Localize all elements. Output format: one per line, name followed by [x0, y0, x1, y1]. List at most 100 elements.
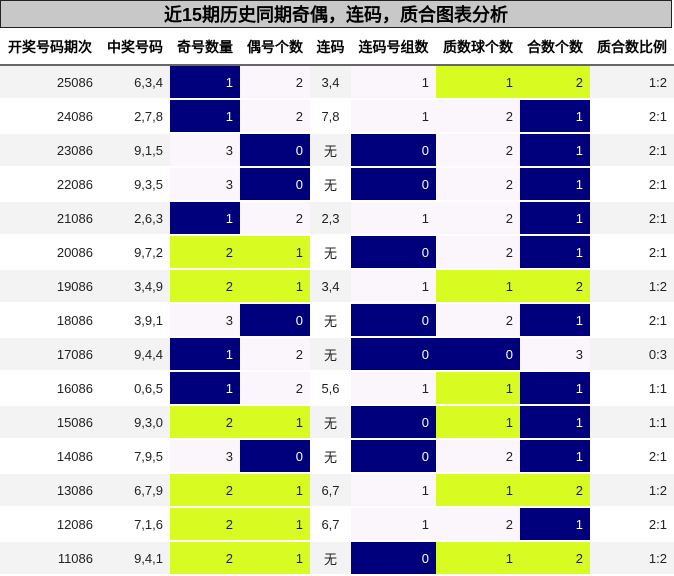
cell-even-count: 2	[240, 65, 310, 99]
cell-odd-count: 3	[170, 439, 240, 473]
cell-composite-count: 1	[520, 235, 590, 269]
cell-composite-count: 1	[520, 201, 590, 235]
table-row: 110869,4,121无0121:2	[0, 541, 674, 575]
cell-prime-count: 1	[436, 269, 520, 303]
cell-numbers: 0,6,5	[100, 371, 170, 405]
cell-consecutive-groups: 1	[351, 507, 436, 541]
cell-period: 15086	[0, 405, 100, 439]
cell-odd-count: 3	[170, 133, 240, 167]
cell-even-count: 2	[240, 337, 310, 371]
cell-period: 16086	[0, 371, 100, 405]
cell-composite-count: 1	[520, 507, 590, 541]
header-prime-count: 质数球个数	[436, 29, 520, 65]
table-row: 250866,3,4123,41121:2	[0, 65, 674, 99]
cell-composite-count: 2	[520, 65, 590, 99]
cell-period: 12086	[0, 507, 100, 541]
cell-consecutive: 3,4	[310, 65, 351, 99]
cell-period: 22086	[0, 167, 100, 201]
cell-consecutive-groups: 1	[351, 65, 436, 99]
cell-odd-count: 1	[170, 371, 240, 405]
cell-even-count: 0	[240, 439, 310, 473]
cell-ratio: 1:1	[590, 405, 674, 439]
table-row: 170869,4,412无0030:3	[0, 337, 674, 371]
cell-prime-count: 1	[436, 371, 520, 405]
cell-numbers: 6,3,4	[100, 65, 170, 99]
cell-consecutive-groups: 0	[351, 303, 436, 337]
cell-numbers: 2,7,8	[100, 99, 170, 133]
cell-composite-count: 1	[520, 99, 590, 133]
cell-numbers: 6,7,9	[100, 473, 170, 507]
cell-prime-count: 2	[436, 201, 520, 235]
cell-consecutive-groups: 0	[351, 337, 436, 371]
cell-ratio: 1:2	[590, 65, 674, 99]
cell-composite-count: 1	[520, 167, 590, 201]
cell-ratio: 2:1	[590, 303, 674, 337]
cell-even-count: 2	[240, 201, 310, 235]
cell-ratio: 2:1	[590, 507, 674, 541]
cell-consecutive-groups: 1	[351, 201, 436, 235]
cell-period: 18086	[0, 303, 100, 337]
cell-odd-count: 2	[170, 541, 240, 575]
cell-ratio: 0:3	[590, 337, 674, 371]
cell-odd-count: 2	[170, 473, 240, 507]
cell-period: 11086	[0, 541, 100, 575]
cell-composite-count: 1	[520, 133, 590, 167]
cell-prime-count: 2	[436, 507, 520, 541]
cell-period: 25086	[0, 65, 100, 99]
cell-composite-count: 1	[520, 371, 590, 405]
cell-prime-count: 2	[436, 303, 520, 337]
cell-consecutive-groups: 0	[351, 541, 436, 575]
cell-numbers: 7,1,6	[100, 507, 170, 541]
cell-consecutive: 3,4	[310, 269, 351, 303]
header-composite-count: 合数个数	[520, 29, 590, 65]
header-consecutive-groups: 连码号组数	[351, 29, 436, 65]
cell-numbers: 9,7,2	[100, 235, 170, 269]
cell-composite-count: 1	[520, 405, 590, 439]
analysis-table: 开奖号码期次 中奖号码 奇号数量 偶号个数 连码 连码号组数 质数球个数 合数个…	[0, 29, 674, 576]
cell-consecutive: 无	[310, 337, 351, 371]
cell-period: 17086	[0, 337, 100, 371]
cell-even-count: 1	[240, 235, 310, 269]
cell-ratio: 2:1	[590, 133, 674, 167]
cell-numbers: 7,9,5	[100, 439, 170, 473]
header-ratio: 质合数比例	[590, 29, 674, 65]
cell-period: 13086	[0, 473, 100, 507]
table-row: 120867,1,6216,71212:1	[0, 507, 674, 541]
cell-consecutive-groups: 0	[351, 235, 436, 269]
cell-even-count: 2	[240, 99, 310, 133]
cell-prime-count: 1	[436, 405, 520, 439]
cell-even-count: 1	[240, 405, 310, 439]
cell-period: 24086	[0, 99, 100, 133]
cell-odd-count: 2	[170, 235, 240, 269]
cell-numbers: 9,3,5	[100, 167, 170, 201]
cell-consecutive: 2,3	[310, 201, 351, 235]
cell-numbers: 3,4,9	[100, 269, 170, 303]
cell-prime-count: 2	[436, 99, 520, 133]
cell-even-count: 1	[240, 507, 310, 541]
cell-even-count: 1	[240, 269, 310, 303]
cell-consecutive-groups: 0	[351, 167, 436, 201]
cell-odd-count: 2	[170, 269, 240, 303]
cell-consecutive: 无	[310, 167, 351, 201]
header-odd-count: 奇号数量	[170, 29, 240, 65]
header-row: 开奖号码期次 中奖号码 奇号数量 偶号个数 连码 连码号组数 质数球个数 合数个…	[0, 29, 674, 65]
cell-odd-count: 3	[170, 167, 240, 201]
cell-ratio: 1:2	[590, 269, 674, 303]
cell-composite-count: 3	[520, 337, 590, 371]
cell-odd-count: 1	[170, 201, 240, 235]
cell-consecutive: 5,6	[310, 371, 351, 405]
cell-consecutive: 无	[310, 303, 351, 337]
cell-period: 20086	[0, 235, 100, 269]
table-row: 130866,7,9216,71121:2	[0, 473, 674, 507]
cell-consecutive: 7,8	[310, 99, 351, 133]
cell-even-count: 0	[240, 133, 310, 167]
cell-consecutive-groups: 1	[351, 473, 436, 507]
cell-period: 19086	[0, 269, 100, 303]
page-title: 近15期历史同期奇偶，连码，质合图表分析	[0, 0, 672, 28]
cell-prime-count: 2	[436, 133, 520, 167]
cell-prime-count: 1	[436, 541, 520, 575]
cell-ratio: 2:1	[590, 235, 674, 269]
cell-prime-count: 1	[436, 65, 520, 99]
cell-numbers: 9,1,5	[100, 133, 170, 167]
header-consecutive: 连码	[310, 29, 351, 65]
